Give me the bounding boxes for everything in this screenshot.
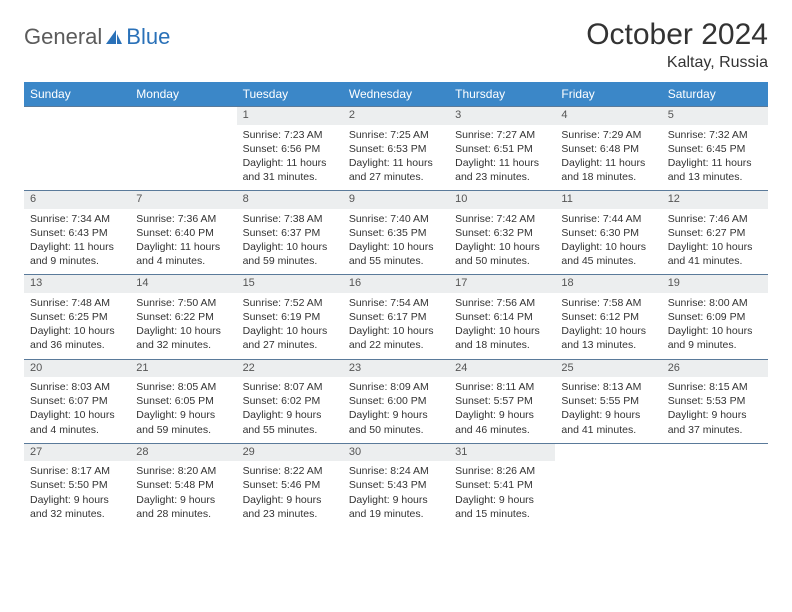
day-header: Monday <box>130 82 236 107</box>
day-detail-cell: Sunrise: 7:50 AMSunset: 6:22 PMDaylight:… <box>130 293 236 359</box>
day-detail-cell: Sunrise: 7:54 AMSunset: 6:17 PMDaylight:… <box>343 293 449 359</box>
day-detail-cell: Sunrise: 8:13 AMSunset: 5:55 PMDaylight:… <box>555 377 661 443</box>
day-number-cell: 28 <box>130 443 236 461</box>
day-number-cell: 16 <box>343 275 449 293</box>
location: Kaltay, Russia <box>586 54 768 72</box>
day-header: Friday <box>555 82 661 107</box>
day-detail-cell: Sunrise: 8:05 AMSunset: 6:05 PMDaylight:… <box>130 377 236 443</box>
day-detail-cell: Sunrise: 7:29 AMSunset: 6:48 PMDaylight:… <box>555 125 661 191</box>
day-number-cell <box>24 107 130 125</box>
day-detail-cell: Sunrise: 8:17 AMSunset: 5:50 PMDaylight:… <box>24 461 130 527</box>
day-number-cell: 27 <box>24 443 130 461</box>
day-detail-cell: Sunrise: 8:15 AMSunset: 5:53 PMDaylight:… <box>662 377 768 443</box>
day-number-cell <box>662 443 768 461</box>
day-detail-row: Sunrise: 8:03 AMSunset: 6:07 PMDaylight:… <box>24 377 768 443</box>
logo-text-general: General <box>24 24 102 50</box>
day-number-cell: 7 <box>130 191 236 209</box>
day-header: Tuesday <box>237 82 343 107</box>
title-block: October 2024 Kaltay, Russia <box>586 18 768 72</box>
day-detail-cell: Sunrise: 8:26 AMSunset: 5:41 PMDaylight:… <box>449 461 555 527</box>
logo-text-blue: Blue <box>126 24 170 50</box>
day-detail-cell: Sunrise: 8:09 AMSunset: 6:00 PMDaylight:… <box>343 377 449 443</box>
day-detail-cell <box>24 125 130 191</box>
day-detail-cell: Sunrise: 7:56 AMSunset: 6:14 PMDaylight:… <box>449 293 555 359</box>
day-detail-cell: Sunrise: 7:40 AMSunset: 6:35 PMDaylight:… <box>343 209 449 275</box>
day-number-cell: 17 <box>449 275 555 293</box>
day-number-cell: 18 <box>555 275 661 293</box>
day-detail-cell: Sunrise: 7:46 AMSunset: 6:27 PMDaylight:… <box>662 209 768 275</box>
day-number-cell: 8 <box>237 191 343 209</box>
day-number-row: 6789101112 <box>24 191 768 209</box>
day-detail-row: Sunrise: 7:34 AMSunset: 6:43 PMDaylight:… <box>24 209 768 275</box>
day-detail-cell: Sunrise: 8:24 AMSunset: 5:43 PMDaylight:… <box>343 461 449 527</box>
day-detail-cell: Sunrise: 8:22 AMSunset: 5:46 PMDaylight:… <box>237 461 343 527</box>
day-number-cell: 13 <box>24 275 130 293</box>
day-number-cell: 10 <box>449 191 555 209</box>
day-detail-row: Sunrise: 7:23 AMSunset: 6:56 PMDaylight:… <box>24 125 768 191</box>
day-number-cell: 9 <box>343 191 449 209</box>
day-number-cell: 15 <box>237 275 343 293</box>
day-header: Sunday <box>24 82 130 107</box>
day-number-cell: 25 <box>555 359 661 377</box>
day-detail-cell: Sunrise: 7:48 AMSunset: 6:25 PMDaylight:… <box>24 293 130 359</box>
day-number-cell: 4 <box>555 107 661 125</box>
day-detail-cell <box>662 461 768 527</box>
month-title: October 2024 <box>586 18 768 52</box>
day-detail-cell: Sunrise: 7:23 AMSunset: 6:56 PMDaylight:… <box>237 125 343 191</box>
day-number-cell: 12 <box>662 191 768 209</box>
day-number-row: 12345 <box>24 107 768 125</box>
day-detail-cell: Sunrise: 7:34 AMSunset: 6:43 PMDaylight:… <box>24 209 130 275</box>
day-detail-cell: Sunrise: 7:32 AMSunset: 6:45 PMDaylight:… <box>662 125 768 191</box>
logo: General Blue <box>24 18 170 50</box>
day-number-cell: 11 <box>555 191 661 209</box>
day-detail-cell: Sunrise: 8:11 AMSunset: 5:57 PMDaylight:… <box>449 377 555 443</box>
day-number-cell: 20 <box>24 359 130 377</box>
day-header-row: SundayMondayTuesdayWednesdayThursdayFrid… <box>24 82 768 107</box>
day-detail-row: Sunrise: 7:48 AMSunset: 6:25 PMDaylight:… <box>24 293 768 359</box>
day-number-cell: 1 <box>237 107 343 125</box>
day-detail-cell: Sunrise: 7:36 AMSunset: 6:40 PMDaylight:… <box>130 209 236 275</box>
day-detail-cell: Sunrise: 7:38 AMSunset: 6:37 PMDaylight:… <box>237 209 343 275</box>
day-detail-cell: Sunrise: 7:27 AMSunset: 6:51 PMDaylight:… <box>449 125 555 191</box>
day-number-row: 20212223242526 <box>24 359 768 377</box>
day-header: Wednesday <box>343 82 449 107</box>
day-detail-cell <box>130 125 236 191</box>
day-detail-cell: Sunrise: 7:44 AMSunset: 6:30 PMDaylight:… <box>555 209 661 275</box>
day-detail-row: Sunrise: 8:17 AMSunset: 5:50 PMDaylight:… <box>24 461 768 527</box>
day-number-cell: 29 <box>237 443 343 461</box>
day-header: Thursday <box>449 82 555 107</box>
day-number-cell: 22 <box>237 359 343 377</box>
day-number-row: 2728293031 <box>24 443 768 461</box>
day-number-cell: 5 <box>662 107 768 125</box>
day-detail-cell: Sunrise: 7:25 AMSunset: 6:53 PMDaylight:… <box>343 125 449 191</box>
header: General Blue October 2024 Kaltay, Russia <box>24 18 768 72</box>
day-detail-cell: Sunrise: 8:03 AMSunset: 6:07 PMDaylight:… <box>24 377 130 443</box>
day-detail-cell: Sunrise: 8:00 AMSunset: 6:09 PMDaylight:… <box>662 293 768 359</box>
day-detail-cell: Sunrise: 7:52 AMSunset: 6:19 PMDaylight:… <box>237 293 343 359</box>
day-detail-cell: Sunrise: 8:07 AMSunset: 6:02 PMDaylight:… <box>237 377 343 443</box>
logo-sail-icon <box>104 28 124 46</box>
day-number-cell: 3 <box>449 107 555 125</box>
day-number-cell: 30 <box>343 443 449 461</box>
day-number-cell: 23 <box>343 359 449 377</box>
day-detail-cell: Sunrise: 8:20 AMSunset: 5:48 PMDaylight:… <box>130 461 236 527</box>
day-detail-cell <box>555 461 661 527</box>
day-number-cell: 6 <box>24 191 130 209</box>
day-number-cell <box>555 443 661 461</box>
day-number-cell: 2 <box>343 107 449 125</box>
day-number-cell: 19 <box>662 275 768 293</box>
day-number-cell: 31 <box>449 443 555 461</box>
day-number-cell: 21 <box>130 359 236 377</box>
day-header: Saturday <box>662 82 768 107</box>
day-detail-cell: Sunrise: 7:58 AMSunset: 6:12 PMDaylight:… <box>555 293 661 359</box>
day-number-cell <box>130 107 236 125</box>
day-number-cell: 14 <box>130 275 236 293</box>
calendar-table: SundayMondayTuesdayWednesdayThursdayFrid… <box>24 82 768 527</box>
day-detail-cell: Sunrise: 7:42 AMSunset: 6:32 PMDaylight:… <box>449 209 555 275</box>
day-number-row: 13141516171819 <box>24 275 768 293</box>
day-number-cell: 24 <box>449 359 555 377</box>
day-number-cell: 26 <box>662 359 768 377</box>
